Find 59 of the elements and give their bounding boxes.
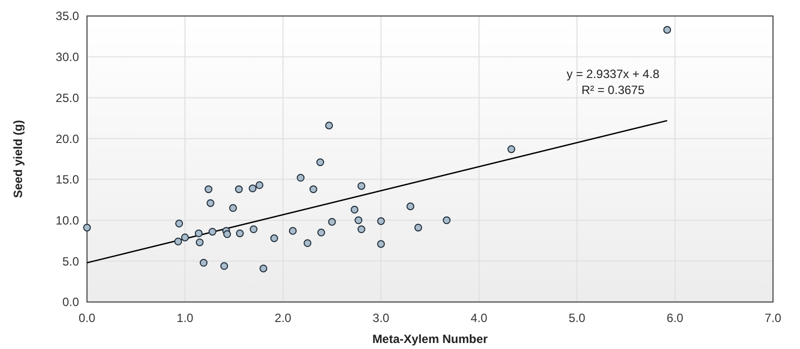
- point: [377, 240, 385, 248]
- point: [229, 204, 237, 212]
- annotation: R² = 0.3675: [581, 83, 645, 97]
- x-tick-label: 3.0: [372, 311, 390, 325]
- y-tick-label: 20.0: [56, 132, 80, 146]
- point: [270, 234, 278, 242]
- point: [328, 218, 336, 226]
- point: [358, 225, 366, 234]
- point: [181, 234, 189, 242]
- annotation: y = 2.9337x + 4.8: [566, 67, 660, 81]
- point: [260, 264, 268, 272]
- x-tick-label: 2.0: [274, 311, 292, 325]
- x-tick-label: 4.0: [470, 311, 488, 325]
- point: [663, 26, 672, 34]
- point: [196, 238, 204, 246]
- x-tick-label: 5.0: [568, 311, 586, 325]
- point: [235, 185, 243, 194]
- point: [325, 122, 333, 130]
- point: [204, 185, 212, 194]
- point: [442, 216, 451, 224]
- point: [296, 174, 305, 182]
- y-tick-label: 15.0: [56, 172, 80, 187]
- point: [206, 199, 214, 208]
- point: [200, 258, 208, 267]
- point: [236, 229, 244, 238]
- point: [223, 230, 232, 238]
- y-tick-label: 5.0: [62, 254, 80, 268]
- point: [358, 182, 366, 190]
- point: [316, 158, 324, 166]
- point: [414, 224, 422, 232]
- point: [220, 262, 228, 270]
- point: [304, 239, 312, 248]
- y-axis-title: Seed yield (g): [11, 120, 25, 198]
- point: [256, 181, 264, 190]
- x-tick-label: 1.0: [176, 311, 194, 325]
- y-tick-label: 35.0: [56, 9, 80, 24]
- point: [309, 185, 318, 194]
- x-tick-label: 6.0: [666, 311, 684, 325]
- y-tick-label: 30.0: [56, 50, 80, 64]
- point: [174, 238, 182, 246]
- point: [406, 202, 414, 210]
- point: [208, 228, 216, 236]
- point: [507, 145, 516, 154]
- point: [194, 229, 203, 238]
- y-tick-label: 0.0: [62, 295, 80, 310]
- y-tick-label: 10.0: [56, 213, 80, 228]
- point: [354, 216, 362, 224]
- point: [377, 217, 385, 225]
- point: [248, 184, 257, 192]
- point: [250, 225, 258, 234]
- x-axis-title: Meta-Xylem Number: [372, 332, 488, 346]
- point: [317, 228, 326, 236]
- x-tick-label: 0.0: [78, 311, 96, 325]
- y-tick-label: 25.0: [56, 90, 80, 105]
- point: [350, 206, 358, 214]
- point: [175, 220, 184, 228]
- point: [83, 224, 91, 232]
- point: [288, 227, 297, 235]
- x-tick-label: 7.0: [764, 311, 782, 325]
